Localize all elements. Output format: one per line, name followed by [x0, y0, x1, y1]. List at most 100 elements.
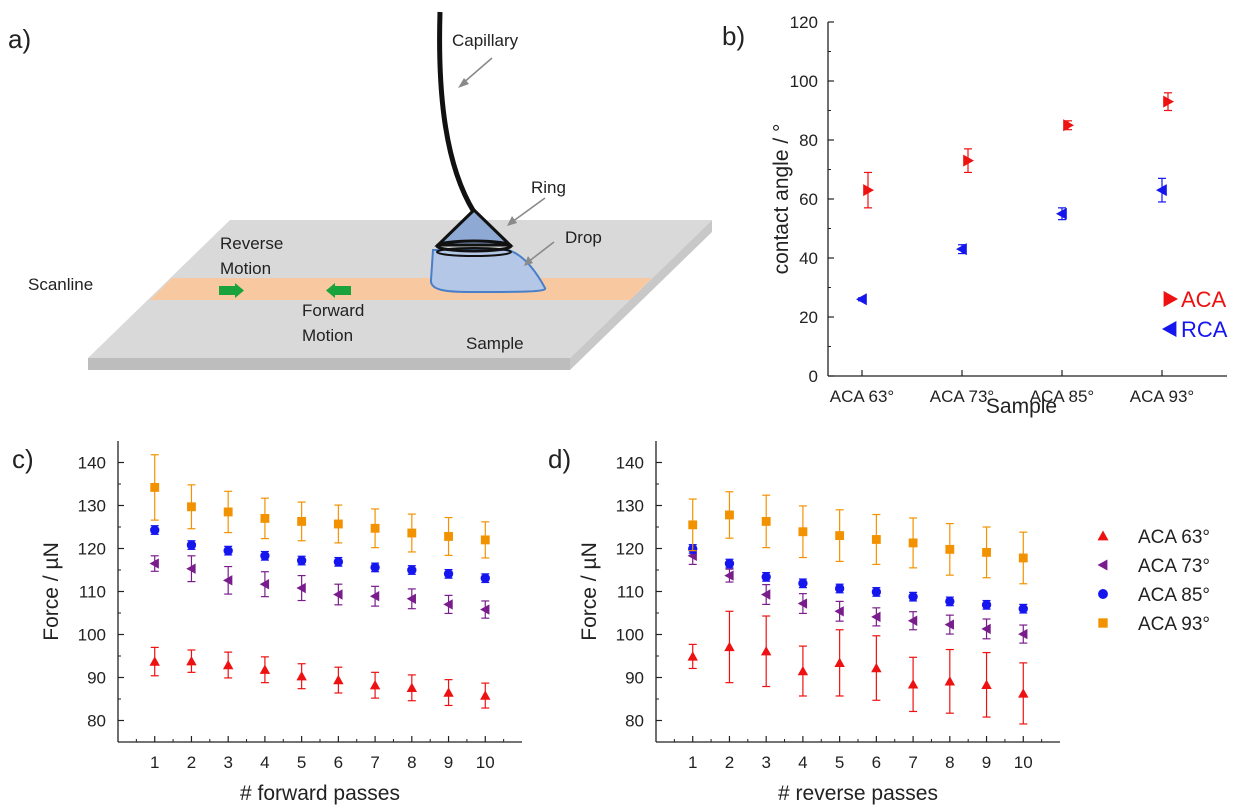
- ring: [435, 239, 513, 253]
- x-tick-label: ACA 93°: [1130, 387, 1194, 406]
- legend-label: ACA 73°: [1138, 556, 1210, 577]
- data-point: [798, 578, 808, 589]
- data-point: [982, 547, 991, 557]
- data-point: [1056, 207, 1067, 220]
- x-tick-label: 9: [982, 753, 991, 772]
- data-point: [871, 587, 882, 597]
- y-axis-title: Force / µN: [40, 542, 63, 640]
- legend-marker: [1098, 589, 1108, 599]
- y-tick-label: 130: [616, 497, 644, 516]
- capillary: [437, 11, 477, 214]
- data-point: [981, 679, 992, 689]
- data-point: [797, 665, 809, 676]
- data-point: [223, 507, 233, 517]
- reverse-force-chart: 80 90 100 110 120 130 140 1 2 3 4 5 6 7 8 9 10 # reverse …: [578, 441, 1060, 805]
- data-point: [1018, 553, 1028, 563]
- series-73: [687, 546, 1028, 644]
- data-point: [333, 519, 343, 529]
- x-tick-label: 8: [945, 753, 954, 772]
- force-legend: ACA 63° ACA 73° ACA 85° ACA 93°: [1097, 527, 1210, 635]
- x-tick-label: ACA 63°: [830, 387, 894, 406]
- data-point: [370, 523, 380, 533]
- y-tick-label: 80: [799, 131, 818, 150]
- data-point: [370, 562, 380, 573]
- data-point: [835, 531, 845, 541]
- forward-force-chart: 80 90 100 110 120 130 140 1 2 3 4 5 6 7 8 9 10 # forward …: [40, 441, 522, 805]
- ring-pointer: [511, 197, 546, 223]
- y-tick-label: 80: [625, 712, 644, 731]
- x-tick-label: 7: [370, 753, 379, 772]
- drop-label: Drop: [565, 228, 602, 247]
- data-point: [223, 545, 233, 556]
- x-tick-label: 10: [1014, 753, 1033, 772]
- legend-label: ACA: [1181, 287, 1227, 312]
- y-tick-label: 100: [78, 626, 106, 645]
- data-point: [760, 646, 772, 656]
- reverse-motion-label-2: Motion: [220, 259, 271, 278]
- x-tick-label: ACA 85°: [1030, 387, 1094, 406]
- y-tick-label: 100: [790, 72, 818, 91]
- data-point: [407, 565, 417, 575]
- y-tick-label: 60: [799, 190, 818, 209]
- data-point: [480, 690, 491, 700]
- x-tick-label: 7: [908, 753, 917, 772]
- capillary-label: Capillary: [452, 31, 519, 50]
- data-point: [907, 615, 918, 626]
- x-tick-label: 6: [334, 753, 343, 772]
- data-point: [1156, 184, 1167, 197]
- reverse-motion-label-1: Reverse: [220, 234, 283, 253]
- data-point: [834, 583, 845, 594]
- data-point: [908, 538, 918, 548]
- data-point: [907, 679, 919, 689]
- y-tick-label: 0: [809, 367, 818, 386]
- data-point: [260, 513, 270, 523]
- x-tick-label: 1: [150, 753, 159, 772]
- drop-pointer: [527, 241, 555, 263]
- data-point: [480, 573, 490, 583]
- forward-motion-arrow: [326, 283, 351, 298]
- data-point: [761, 572, 771, 582]
- data-point: [687, 651, 698, 661]
- x-tick-label: 3: [761, 753, 770, 772]
- ring-cone: [434, 207, 514, 247]
- panel-label-a: a): [8, 24, 31, 54]
- y-tick-label: 40: [799, 249, 818, 268]
- series-63: [687, 610, 1029, 725]
- series-85: [150, 525, 490, 584]
- data-point: [724, 641, 735, 652]
- data-point: [443, 687, 454, 697]
- series-85: [688, 544, 1028, 614]
- x-tick-label: 10: [476, 753, 495, 772]
- data-point: [296, 555, 307, 566]
- data-point: [297, 516, 307, 526]
- x-tick-label: 2: [187, 753, 196, 772]
- panel-label-c: c): [12, 444, 34, 474]
- data-point: [688, 520, 698, 530]
- legend-marker: [1097, 559, 1108, 571]
- data-point: [871, 535, 881, 544]
- data-point: [725, 510, 734, 520]
- data-point: [834, 657, 845, 668]
- data-point: [369, 680, 381, 690]
- drop-pointer-head: [524, 256, 533, 266]
- x-tick-label: 4: [260, 753, 269, 772]
- data-point: [260, 551, 270, 561]
- capillary-pointer: [461, 57, 493, 85]
- data-point: [1063, 119, 1074, 132]
- sample-plate-side: [570, 220, 712, 370]
- data-point: [186, 563, 196, 574]
- data-point: [333, 557, 344, 567]
- data-point: [945, 544, 955, 554]
- data-point: [963, 154, 974, 167]
- data-point: [444, 532, 453, 541]
- y-tick-label: 20: [799, 308, 818, 327]
- series-aca: [863, 92, 1174, 209]
- legend-label: ACA 93°: [1138, 614, 1210, 635]
- data-point: [1018, 688, 1029, 698]
- data-point: [856, 293, 867, 306]
- data-point: [406, 593, 416, 605]
- forward-motion-label-2: Motion: [302, 326, 353, 345]
- data-point: [945, 596, 955, 607]
- series-73: [149, 555, 490, 619]
